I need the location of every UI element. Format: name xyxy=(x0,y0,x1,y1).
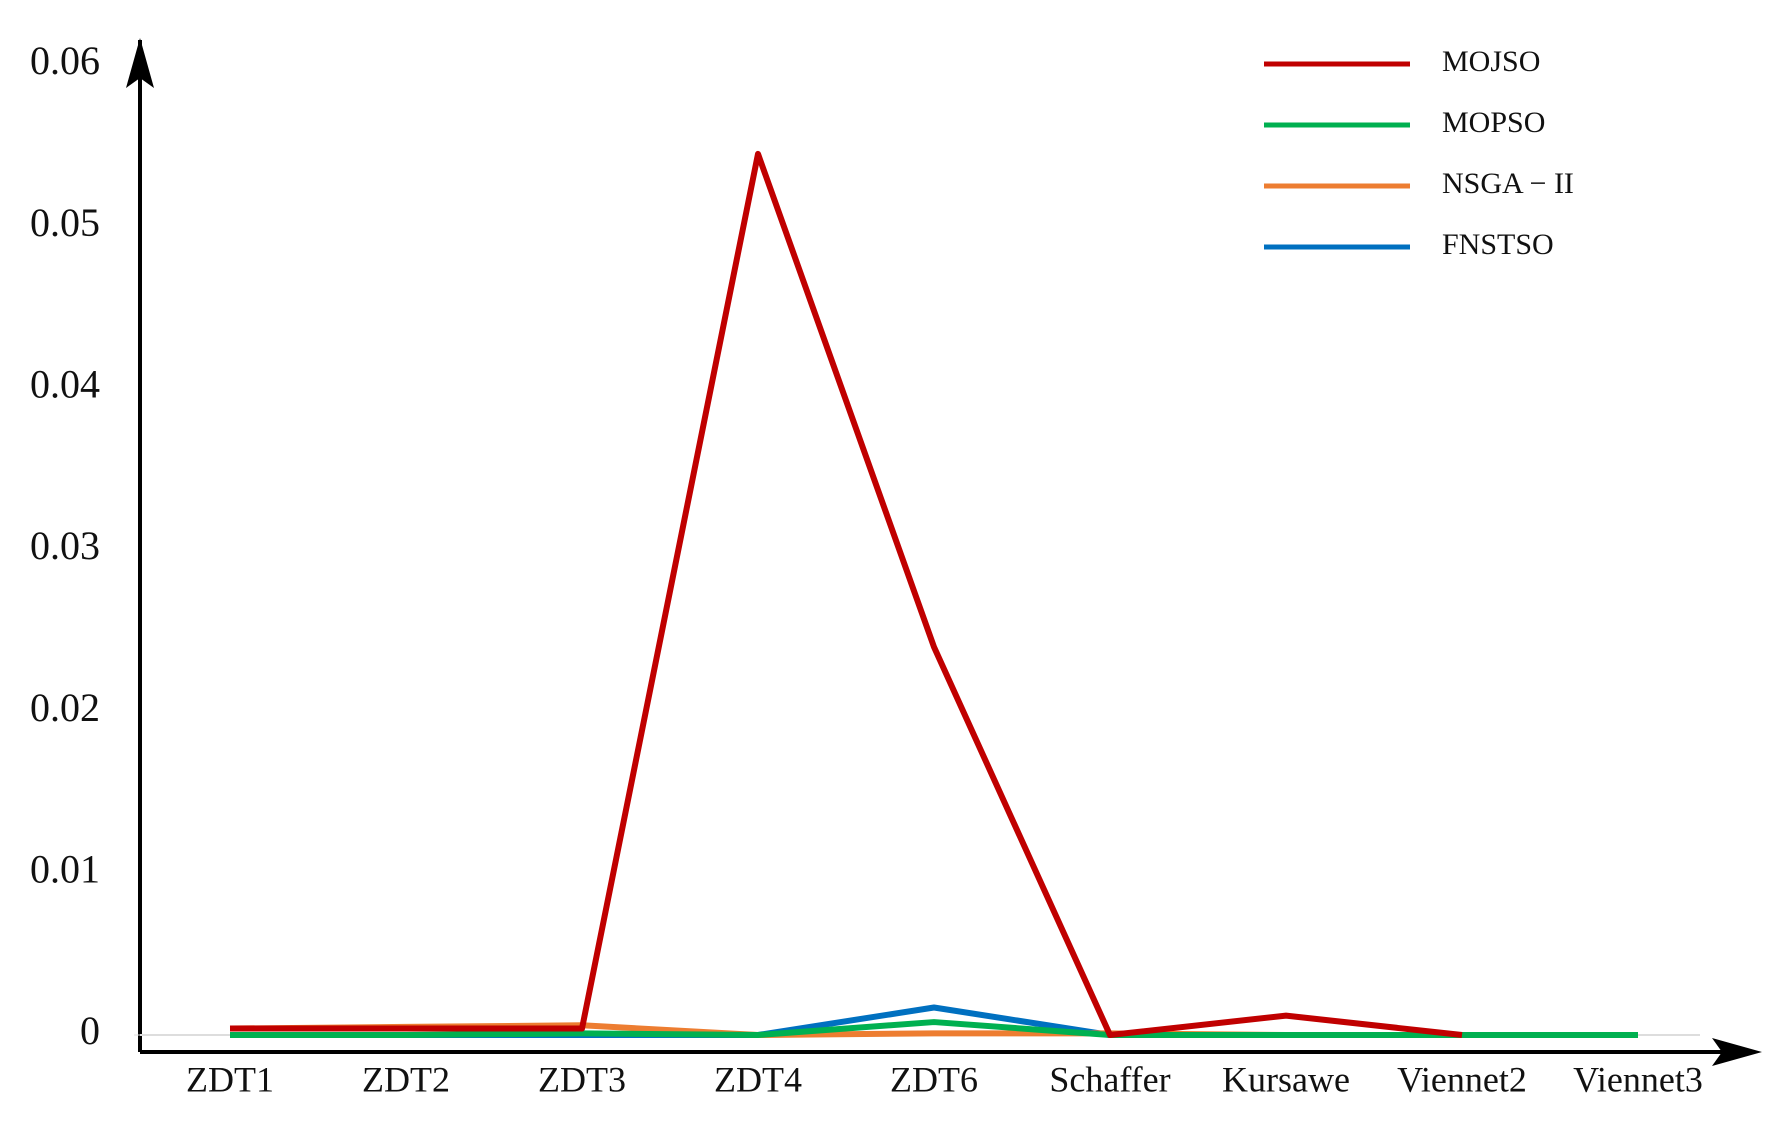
legend-label: MOJSO xyxy=(1442,45,1540,78)
y-tick-label: 0.01 xyxy=(30,847,100,892)
x-tick-label: Viennet2 xyxy=(1397,1059,1527,1099)
y-tick-label: 0.05 xyxy=(30,200,100,245)
y-axis-arrow xyxy=(126,38,154,88)
legend-label: MOPSO xyxy=(1442,106,1545,139)
y-tick-label: 0.02 xyxy=(30,685,100,730)
series-line xyxy=(230,1019,1638,1038)
x-tick-label: ZDT2 xyxy=(362,1059,450,1099)
x-tick-label: ZDT1 xyxy=(186,1059,274,1099)
x-tick-label: Schaffer xyxy=(1049,1059,1170,1099)
series-line xyxy=(230,150,1463,1038)
x-tick-label: ZDT4 xyxy=(714,1059,802,1099)
x-axis-arrow xyxy=(1712,1038,1762,1066)
y-tick-label: 0.03 xyxy=(30,523,100,568)
legend-label: NSGA − II xyxy=(1442,167,1574,200)
x-tick-label: ZDT6 xyxy=(890,1059,978,1099)
x-tick-label: Viennet3 xyxy=(1573,1059,1703,1099)
y-tick-label: 0.04 xyxy=(30,362,100,407)
legend-label: FNSTSO xyxy=(1442,228,1554,261)
x-tick-label: Kursawe xyxy=(1222,1059,1350,1099)
x-tick-label: ZDT3 xyxy=(538,1059,626,1099)
y-tick-label: 0.06 xyxy=(30,38,100,83)
y-tick-label: 0 xyxy=(80,1008,100,1053)
